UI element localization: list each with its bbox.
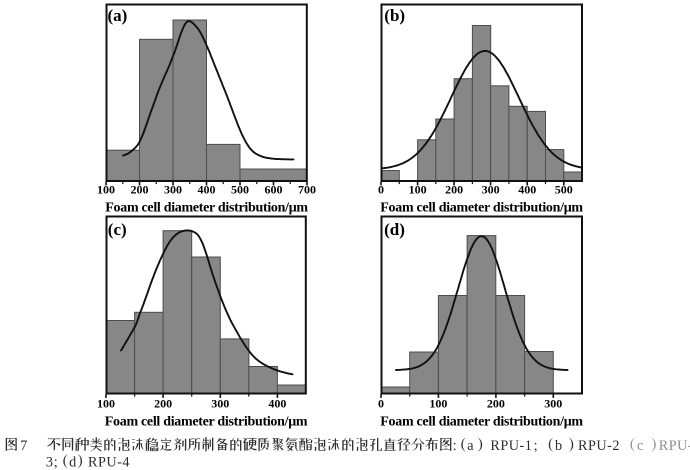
svg-text:Foam cell diameter distributio: Foam cell diameter distribution/μm — [105, 414, 308, 429]
svg-text:Foam cell diameter distributio: Foam cell diameter distribution/μm — [380, 200, 583, 215]
svg-text:(a): (a) — [108, 6, 128, 25]
svg-text:Foam cell diameter distributio: Foam cell diameter distribution/μm — [105, 200, 308, 215]
svg-text:400: 400 — [518, 183, 536, 197]
svg-text:0: 0 — [378, 396, 384, 410]
svg-text:RPU-4: RPU-4 — [88, 455, 130, 470]
svg-text:100: 100 — [97, 396, 115, 410]
svg-text:100: 100 — [409, 183, 427, 197]
svg-text:500: 500 — [231, 183, 249, 197]
svg-text:200: 200 — [131, 183, 149, 197]
svg-text:d: d — [69, 455, 77, 470]
svg-text:500: 500 — [555, 183, 573, 197]
svg-text:200: 200 — [487, 396, 505, 410]
svg-text:(b): (b) — [384, 6, 405, 25]
svg-text:300: 300 — [544, 396, 562, 410]
svg-text:400: 400 — [268, 396, 286, 410]
svg-text:200: 200 — [154, 396, 172, 410]
svg-text:300: 300 — [482, 183, 500, 197]
svg-text:7: 7 — [20, 438, 28, 454]
svg-text:b: b — [555, 438, 563, 454]
svg-text:100: 100 — [429, 396, 447, 410]
svg-text:RPU-1: RPU-1 — [490, 438, 532, 454]
svg-text:RPU-: RPU- — [659, 438, 690, 454]
svg-text:(d): (d) — [384, 220, 405, 239]
svg-text:3: 3 — [46, 455, 54, 470]
svg-text:100: 100 — [97, 183, 115, 197]
svg-text:300: 300 — [211, 396, 229, 410]
svg-text:a: a — [467, 438, 474, 454]
svg-text:c: c — [637, 438, 644, 454]
svg-text:(c): (c) — [108, 220, 127, 239]
svg-text:0: 0 — [378, 183, 384, 197]
svg-text:200: 200 — [445, 183, 463, 197]
svg-text:300: 300 — [164, 183, 182, 197]
svg-text:RPU-2: RPU-2 — [578, 438, 620, 454]
svg-text:400: 400 — [198, 183, 216, 197]
svg-text:700: 700 — [298, 183, 316, 197]
svg-text:Foam cell diameter distributio: Foam cell diameter distribution/μm — [380, 414, 583, 429]
svg-text:600: 600 — [265, 183, 283, 197]
